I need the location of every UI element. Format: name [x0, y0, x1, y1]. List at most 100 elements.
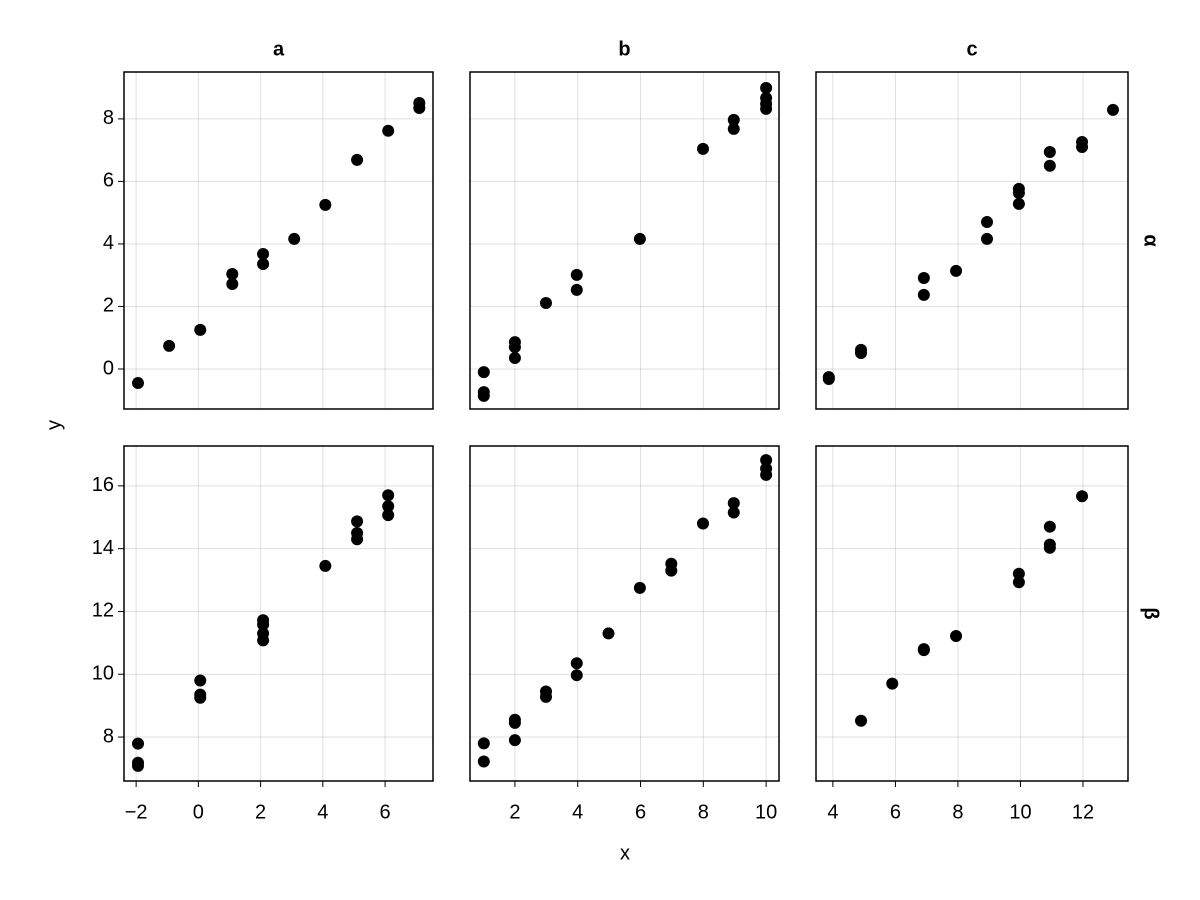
point [855, 347, 868, 360]
x-tick-label: 6 [635, 801, 646, 823]
column-title: a [273, 38, 285, 60]
panel-frame [815, 71, 1129, 410]
point [257, 257, 270, 270]
point [760, 468, 773, 481]
point [194, 691, 207, 704]
x-tick-label: 10 [755, 801, 777, 823]
x-tick-label: 2 [509, 801, 520, 823]
point [1076, 141, 1089, 154]
y-tick-label: 4 [103, 232, 114, 254]
point [727, 497, 740, 510]
point [351, 533, 364, 546]
x-tick-label: 10 [1009, 801, 1031, 823]
column-title: c [966, 38, 977, 60]
x-tick-label: 0 [193, 801, 204, 823]
y-tick-label: 2 [103, 295, 114, 317]
point [917, 644, 930, 657]
point [508, 734, 521, 747]
point [855, 714, 868, 727]
point [570, 268, 583, 281]
point [760, 102, 773, 115]
point [950, 264, 963, 277]
point [570, 657, 583, 670]
point [727, 122, 740, 135]
point [633, 581, 646, 594]
point [413, 101, 426, 114]
point [1043, 520, 1056, 533]
point [194, 323, 207, 336]
point [570, 283, 583, 296]
point [1043, 146, 1056, 159]
point [539, 297, 552, 310]
point [382, 489, 395, 502]
x-tick-label: 8 [952, 801, 963, 823]
panel-frame [469, 71, 780, 410]
point [226, 267, 239, 280]
point [760, 454, 773, 467]
x-tick-label: 4 [827, 801, 838, 823]
point [257, 634, 270, 647]
point [288, 232, 301, 245]
point [1012, 197, 1025, 210]
point [319, 198, 332, 211]
point [760, 81, 773, 94]
point [822, 372, 835, 385]
point [382, 500, 395, 513]
point [382, 124, 395, 137]
point [477, 755, 490, 768]
point [132, 377, 145, 390]
point [602, 627, 615, 640]
point [351, 153, 364, 166]
x-axis-label: x [620, 842, 630, 864]
point [1043, 541, 1056, 554]
y-tick-label: 6 [103, 170, 114, 192]
point [351, 515, 364, 528]
y-tick-label: 16 [92, 474, 114, 496]
point [477, 366, 490, 379]
x-tick-label: 4 [317, 801, 328, 823]
y-tick-label: 10 [92, 663, 114, 685]
y-tick-label: 14 [92, 537, 114, 559]
point [163, 339, 176, 352]
row-title: α [1140, 234, 1162, 247]
point [1106, 103, 1119, 116]
point [727, 506, 740, 519]
point [917, 288, 930, 301]
point [477, 737, 490, 750]
point [319, 559, 332, 572]
point [508, 341, 521, 354]
point [1076, 490, 1089, 503]
panel-frame [123, 71, 434, 410]
x-tick-label: 6 [890, 801, 901, 823]
panel-frame [469, 445, 780, 782]
point [727, 113, 740, 126]
point [257, 618, 270, 631]
y-tick-label: 8 [103, 725, 114, 747]
point [132, 737, 145, 750]
x-tick-label: 2 [255, 801, 266, 823]
point [1043, 159, 1056, 172]
point [697, 142, 710, 155]
x-tick-label: 6 [380, 801, 391, 823]
point [886, 677, 899, 690]
y-tick-label: 12 [92, 600, 114, 622]
point [570, 669, 583, 682]
point [1012, 186, 1025, 199]
point [508, 352, 521, 365]
point [981, 216, 994, 229]
x-tick-label: 4 [572, 801, 583, 823]
point [1012, 567, 1025, 580]
row-title: β [1140, 607, 1162, 619]
panel-frame [815, 445, 1129, 782]
point [633, 232, 646, 245]
x-tick-label: 12 [1072, 801, 1094, 823]
panel-frame [123, 445, 434, 782]
point [950, 629, 963, 642]
point [539, 690, 552, 703]
point [477, 389, 490, 402]
point [194, 674, 207, 687]
x-tick-label: −2 [125, 801, 148, 823]
point [508, 716, 521, 729]
